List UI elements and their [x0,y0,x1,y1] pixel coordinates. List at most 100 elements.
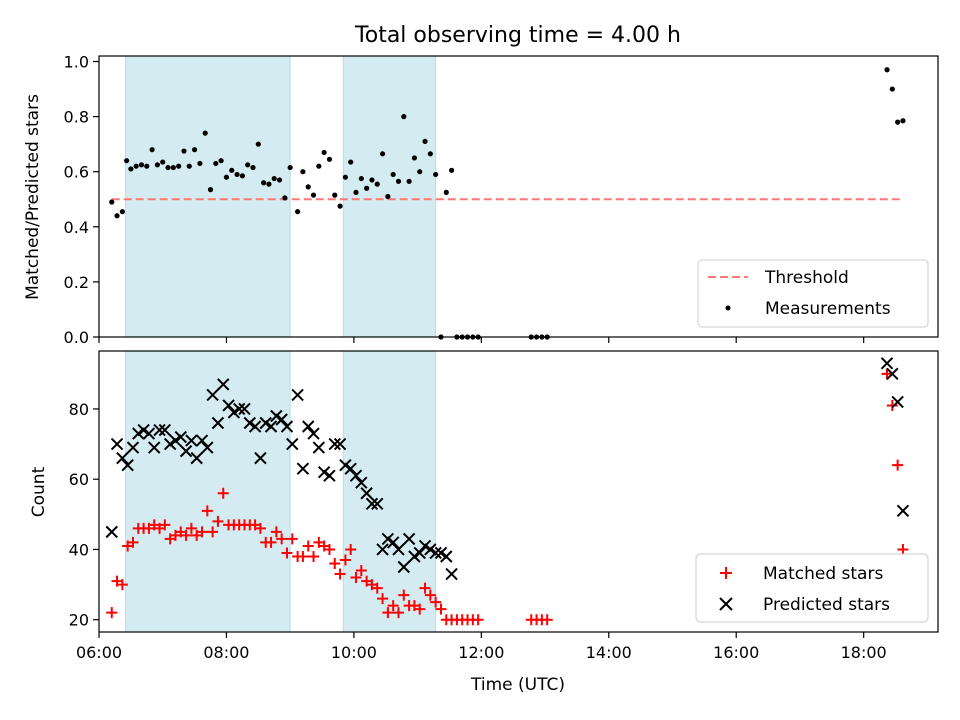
measurements-point [276,177,283,183]
measurements-point [900,118,906,124]
predicted-stars-point [248,420,262,433]
measurements-point [234,171,240,178]
measurements-point [207,187,214,193]
measurements-point [390,171,396,178]
top-axes-ticks: 0.0 0.2 0.4 0.6 0.8 1.0 [64,53,865,347]
measurements-point [271,175,277,182]
predicted-stars-point [296,462,310,475]
predicted-stars-point [148,441,161,454]
top-y-tick-label: 0.8 [64,108,89,127]
legend-measurements-label: Measurements [765,299,891,319]
measurements-point [374,181,380,187]
measurements-point [358,175,364,182]
predicted-stars-point [434,546,448,560]
predicted-stars-legend-swatch [719,597,733,611]
measurements-point [294,209,301,215]
matched-stars-point [106,607,118,619]
predicted-stars-point [291,388,304,402]
measurements-point [348,159,354,165]
measurements-point [395,178,402,184]
legend-predicted-label: Predicted stars [763,595,890,615]
measurements-point [138,162,145,168]
matched-stars-point [345,543,357,555]
measurements-point [109,199,115,205]
matched-stars-point [185,522,197,534]
bottom-legend-box [695,553,929,623]
bottom-axes-ticks: 06:00 08:00 10:00 12:00 14:00 16:00 18:00 20 40 6… [69,400,887,662]
measurements-point [353,189,359,195]
matched-stars-point [127,536,139,548]
measurements-point [218,158,224,164]
measurements-point [422,138,428,145]
predicted-stars-point [328,437,341,451]
matched-stars-point [435,603,447,615]
measurements-point [191,147,198,153]
predicted-stars-point [275,413,288,426]
measurements-point [326,156,333,162]
predicted-stars-point [355,476,368,489]
bottom-y-tick-label: 60 [69,470,89,489]
predicted-stars-point [158,423,172,437]
x-tick-label: 18:00 [841,643,887,662]
predicted-stars-point [243,416,257,430]
matched-stars-point [886,399,898,411]
predicted-stars-point [153,423,166,437]
matched-stars-point [254,522,266,534]
predicted-stars-point [126,441,140,454]
measurements-point [364,185,370,191]
measurements-point [401,114,407,120]
predicted-stars-point [217,378,230,391]
measurements-point [124,158,130,164]
measurements-point [282,195,288,201]
predicted-stars-point [397,560,411,574]
measurements-point [149,147,155,153]
matched-stars-point [217,487,229,499]
x-axis-label: Time (UTC) [470,675,565,695]
predicted-stars-point [365,497,379,511]
predicted-stars-point [270,409,283,423]
measurements-point [342,174,348,180]
predicted-stars-point [227,406,241,419]
predicted-stars-point [254,451,267,465]
matched-stars-point [286,533,298,545]
matched-stars-point [350,572,362,584]
predicted-stars-point [132,427,145,440]
bottom-legend: Matched stars Predicted stars [695,553,929,623]
matched-stars-point [377,593,389,605]
predicted-stars-point [163,437,177,451]
measurements-point [223,174,230,180]
bottom-y-axis-label: Count [29,466,49,517]
measurements-point [321,149,327,156]
top-panel: 0.0 0.2 0.4 0.6 0.8 1.0 Matched/Predicted sta… [23,53,939,347]
top-y-axis-label: Matched/Predicted stars [23,94,43,300]
measurements-point [316,163,322,169]
matched-stars-point [207,526,219,538]
measurements-point [310,192,317,198]
matched-stars-point [881,368,893,380]
x-tick-label: 12:00 [458,643,504,662]
predicted-stars-point [880,357,894,370]
predicted-stars-point [402,532,416,546]
measurements-point [448,167,455,173]
measurements-point [300,169,306,175]
matched-stars-point [541,614,553,626]
bottom-shaded-interval-0 [125,350,291,633]
x-tick-label: 08:00 [203,643,249,662]
predicted-stars-point [280,420,294,433]
measurements-point [884,67,890,73]
matched-stars-point [414,603,426,615]
measurements-point [305,184,311,190]
matched-stars-point [897,543,909,555]
predicted-stars-point [360,487,373,500]
bottom-panel: 06:00 08:00 10:00 12:00 14:00 16:00 18:00 20 40 6… [29,350,939,695]
measurements-point [266,181,272,187]
measurements-point [165,164,171,171]
matched-stars-point [472,614,484,626]
matched-stars-point [302,540,314,552]
predicted-stars-point [896,504,910,518]
bottom-axes-frame [98,350,939,633]
matched-stars-point [339,554,351,566]
measurements-point [239,173,245,179]
matched-stars-point [308,550,320,562]
